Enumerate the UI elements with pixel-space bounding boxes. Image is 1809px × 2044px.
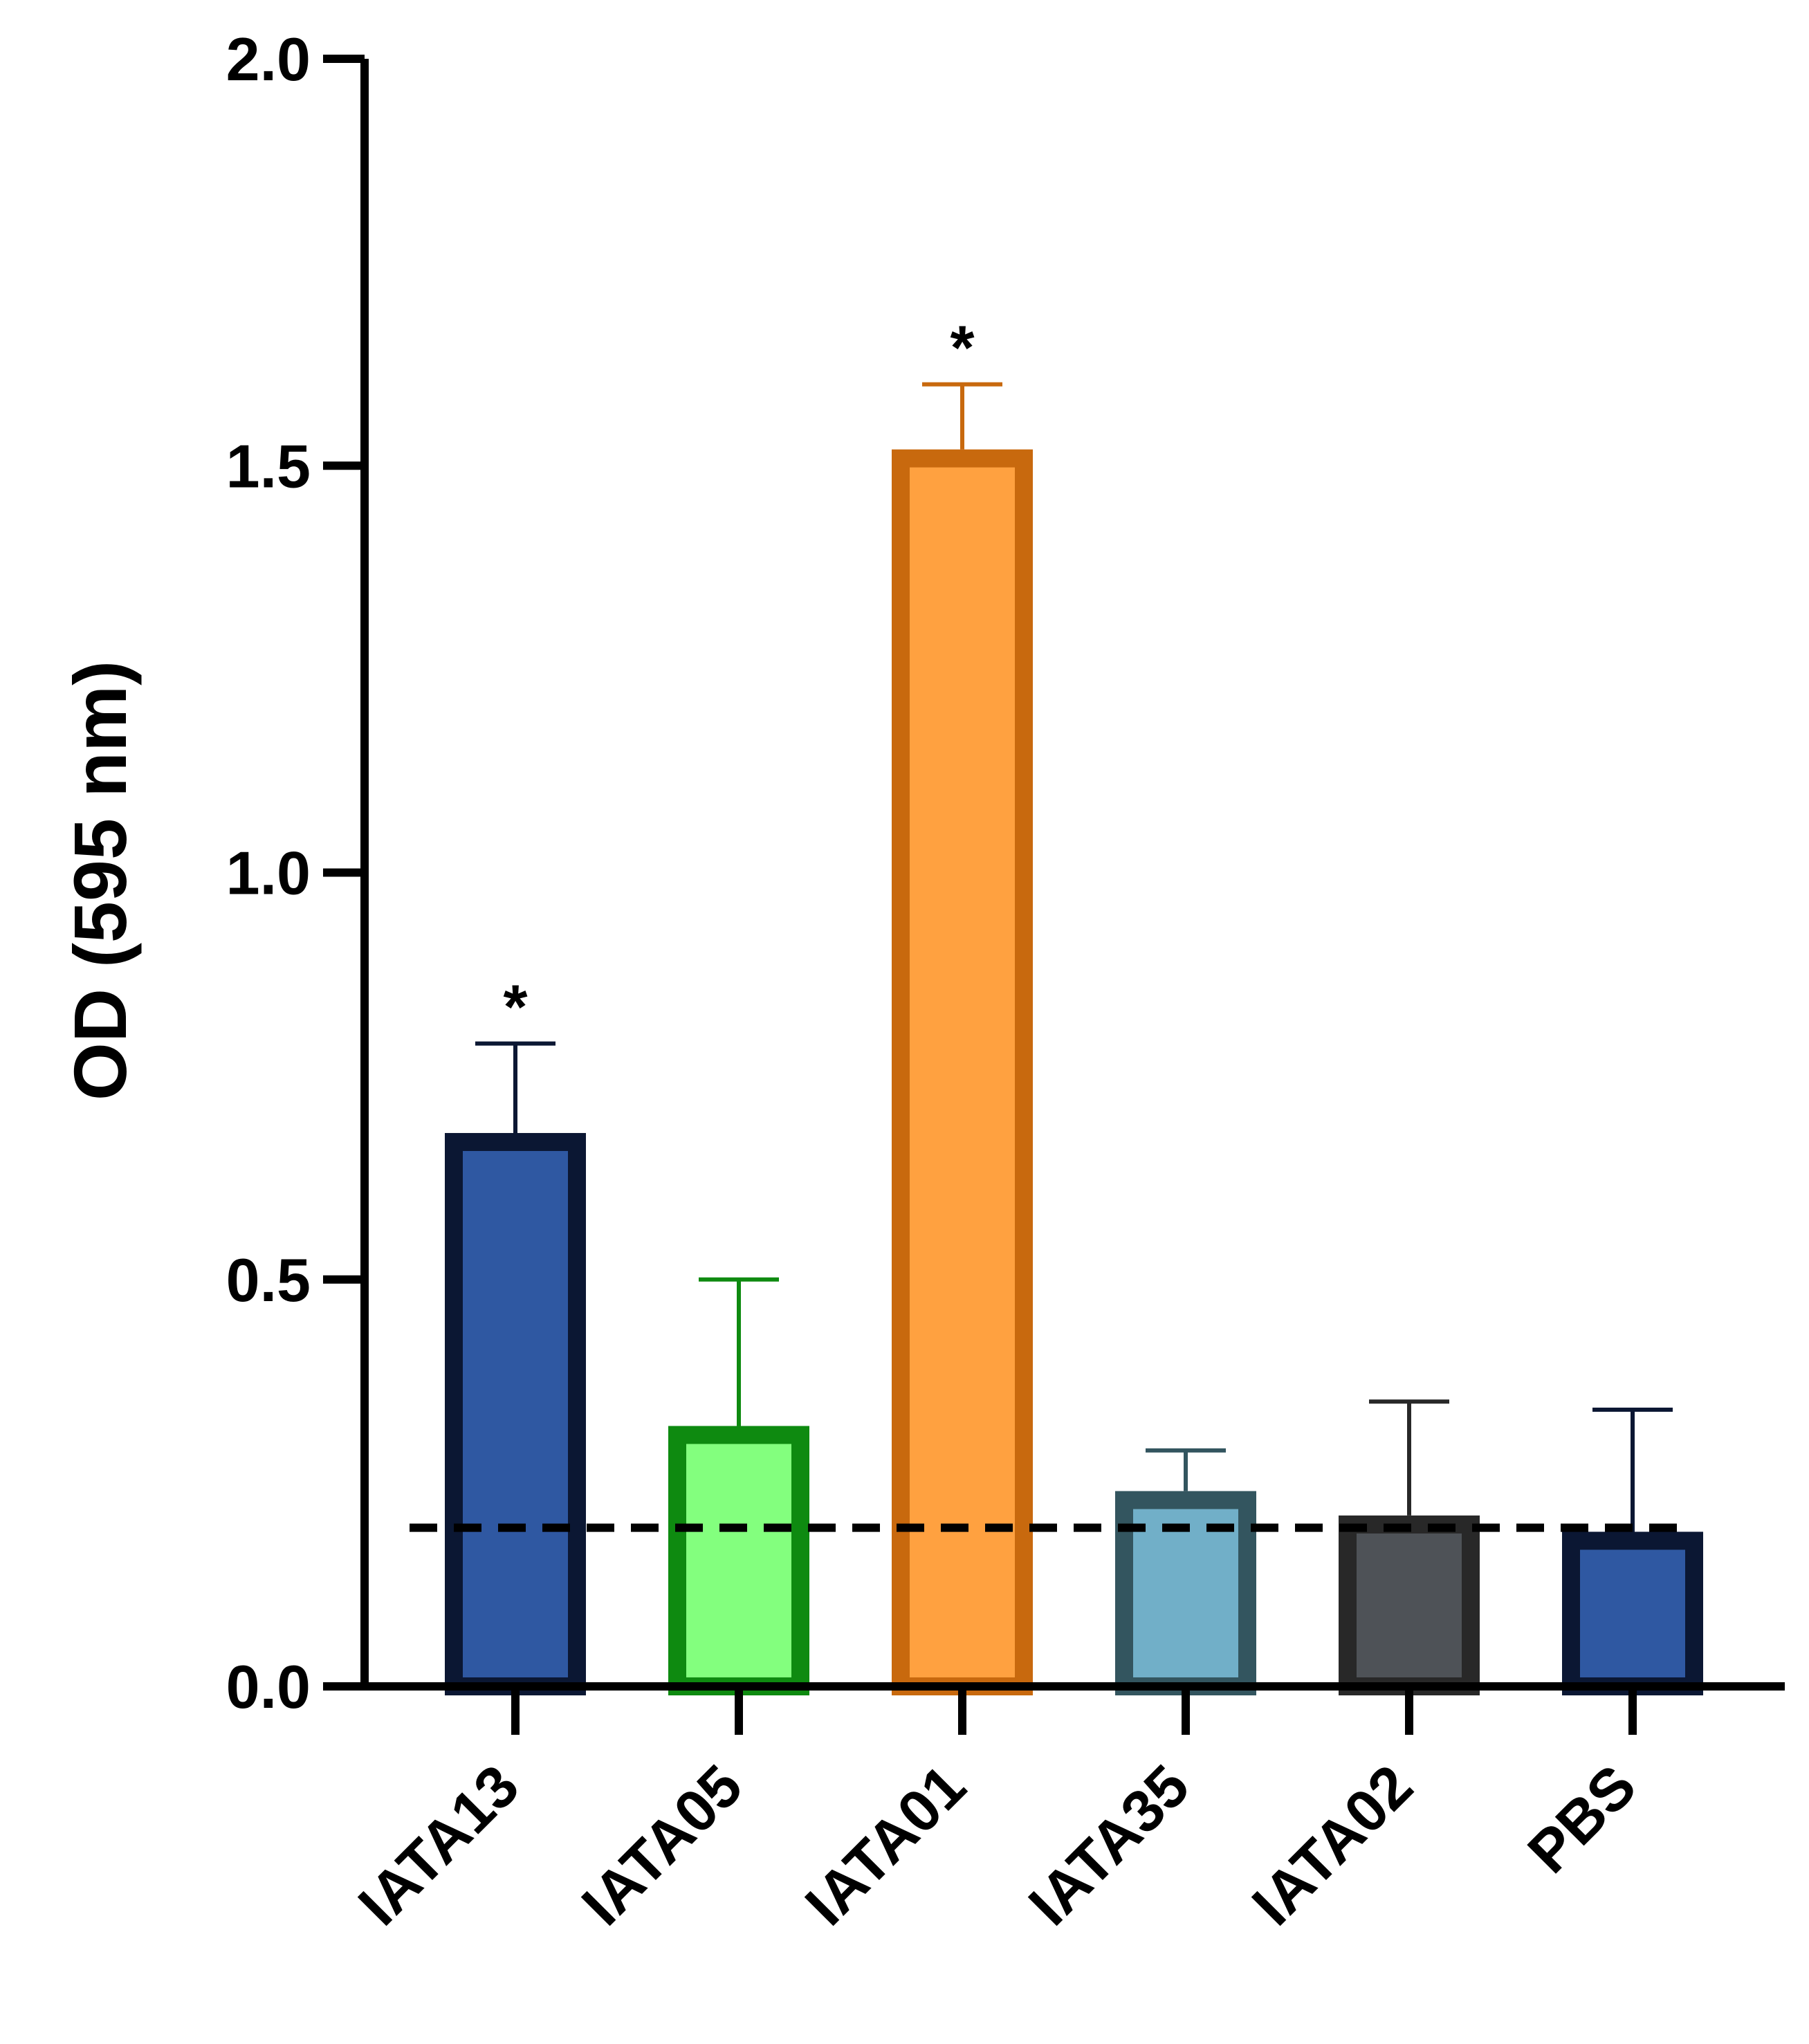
significance-marker-iata01: * [950,314,974,383]
bar-iata02 [1339,1515,1480,1696]
x-tick-label-iata05: IATA05 [569,1753,755,1938]
bars-group [445,449,1703,1696]
x-tick-label-iata35: IATA35 [1016,1753,1202,1938]
y-tick-label-0.5: 0.5 [226,1246,311,1314]
bar-iata01 [892,449,1033,1695]
y-axis-title: OD (595 nm) [58,661,142,1101]
bar-pbs [1562,1531,1703,1696]
y-tick-label-0.0: 0.0 [226,1652,311,1721]
axes-group [323,55,1785,1735]
y-tick-label-2.0: 2.0 [226,25,311,93]
error-bars-group [475,382,1673,1532]
x-tick-label-pbs: PBS [1516,1753,1649,1886]
y-tick-label-1.5: 1.5 [226,432,311,500]
bar-iata05 [668,1426,809,1696]
x-tick-label-iata13: IATA13 [346,1753,531,1938]
x-tick-label-iata02: IATA02 [1240,1753,1425,1938]
bar-iata13 [445,1132,586,1695]
y-tick-label-1.0: 1.0 [226,839,311,908]
x-tick-label-iata01: IATA01 [793,1753,978,1938]
significance-marker-iata13: * [503,973,527,1042]
